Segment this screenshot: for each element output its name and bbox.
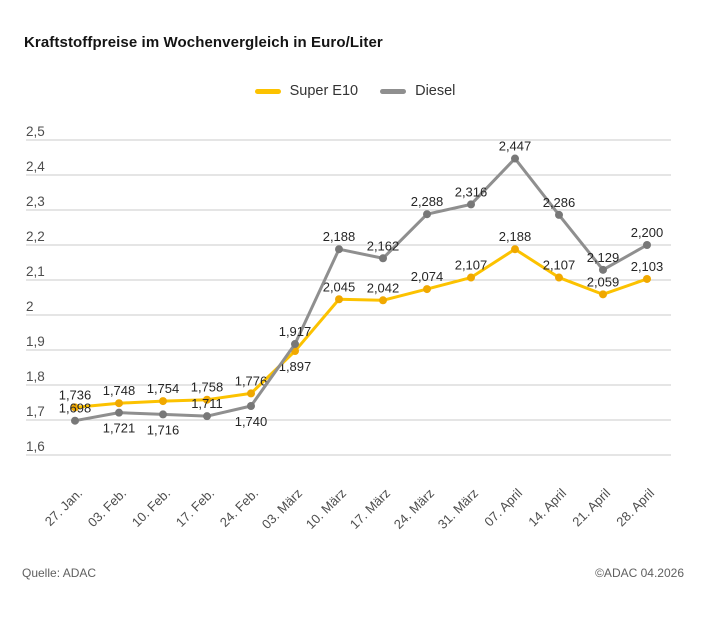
- diesel-point: [247, 402, 255, 410]
- x-axis-label: 17. März: [347, 486, 393, 532]
- legend-label-diesel: Diesel: [415, 83, 456, 99]
- super-e10-point: [335, 295, 343, 304]
- super-e10-point: [203, 395, 211, 404]
- super-e10-value-label: 2,042: [367, 280, 400, 295]
- x-axis-label: 28. April: [613, 485, 657, 529]
- x-axis-label: 24. März: [391, 486, 437, 532]
- legend: Super E10 Diesel: [0, 83, 710, 99]
- y-axis-tick-label: 2,5: [26, 124, 45, 139]
- x-axis-labels: 27. Jan. 03. Feb. 10. Feb. 17. Feb. 24. Feb.…: [42, 485, 657, 531]
- y-axis-tick-label: 1,7: [26, 404, 45, 419]
- x-axis-label: 17. Feb.: [173, 486, 217, 530]
- diesel-point: [159, 410, 167, 419]
- chart-footer: Quelle: ADAC ©ADAC 04.2026: [22, 566, 684, 580]
- source-note: Quelle: ADAC: [22, 566, 97, 580]
- diesel-point: [599, 265, 607, 274]
- super-e10-point: [115, 399, 123, 408]
- diesel-value-label: 2,200: [631, 225, 664, 240]
- diesel-value-label: 1,721: [103, 421, 136, 436]
- x-axis-label: 27. Jan.: [42, 486, 85, 529]
- x-axis-label: 31. März: [435, 486, 481, 532]
- diesel-value-label: 2,288: [411, 194, 444, 209]
- super-e10-point: [643, 274, 651, 283]
- super-e10-value-label: 1,754: [147, 381, 180, 396]
- diesel-value-label: 1,917: [279, 324, 312, 339]
- diesel-value-label: 1,716: [147, 422, 180, 437]
- diesel-point: [643, 241, 651, 249]
- y-axis-tick-label: 2: [26, 299, 34, 314]
- super-e10-point: [511, 245, 519, 254]
- diesel-point: [291, 340, 299, 349]
- diesel-value-label: 2,188: [323, 229, 356, 244]
- y-axis-tick-label: 2,1: [26, 264, 45, 279]
- super-e10-value-label: 2,074: [411, 269, 444, 284]
- super-e10-point: [599, 290, 607, 299]
- diesel-point: [379, 254, 387, 263]
- x-axis-label: 21. April: [569, 485, 613, 529]
- y-axis-tick-label: 1,9: [26, 334, 45, 349]
- copyright-note: ©ADAC 04.2026: [595, 566, 684, 580]
- super-e10-value-label: 2,045: [323, 279, 356, 294]
- diesel-point: [203, 412, 211, 421]
- x-axis-label: 24. Feb.: [217, 486, 261, 530]
- diesel-value-label: 2,316: [455, 184, 488, 199]
- x-axis-label: 03. Feb.: [85, 486, 129, 530]
- super-e10-point: [71, 403, 79, 412]
- super-e10-value-label: 2,107: [543, 258, 576, 273]
- x-axis-label: 03. März: [259, 486, 305, 532]
- diesel-line: [73, 157, 649, 423]
- x-axis-label: 07. April: [481, 485, 525, 529]
- super-e10-value-label: 1,776: [235, 373, 268, 388]
- super-e10-point: [379, 296, 387, 305]
- x-axis-label: 14. April: [525, 485, 569, 529]
- super-e10-value-label: 2,103: [631, 259, 664, 274]
- chart-title: Kraftstoffpreise im Wochenvergleich in E…: [24, 34, 383, 51]
- diesel-value-label: 1,698: [59, 401, 92, 416]
- super-e10-series: 1,736 1,748 1,754 1,758 1,776 1,897 2,045 2,042…: [59, 229, 664, 412]
- x-axis-label: 10. März: [303, 486, 349, 532]
- super-e10-value-label: 1,748: [103, 383, 136, 398]
- y-axis-tick-label: 2,4: [26, 159, 45, 174]
- super-e10-value-label: 1,897: [279, 359, 312, 374]
- x-axis-label: 10. Feb.: [129, 486, 173, 530]
- super-e10-point: [247, 389, 255, 398]
- y-axis-tick-label: 2,3: [26, 194, 45, 209]
- diesel-point: [467, 200, 475, 209]
- diesel-point: [335, 245, 343, 254]
- y-grid: 2,5 2,4 2,3 2,2 2,1 2 1,9 1,8 1,7 1,6: [26, 124, 671, 456]
- y-axis-tick-label: 2,2: [26, 229, 45, 244]
- diesel-series: 1,698 1,721 1,716 1,711 1,740 1,917 2,188 2,162…: [59, 139, 664, 438]
- diesel-point: [71, 416, 79, 425]
- super-e10-point: [159, 397, 167, 406]
- y-axis-tick-label: 1,6: [26, 439, 45, 454]
- super-e10-value-label: 2,188: [499, 229, 532, 244]
- super-e10-value-label: 2,107: [455, 258, 488, 273]
- diesel-value-label: 1,711: [191, 396, 223, 411]
- legend-swatch-diesel: [380, 88, 407, 94]
- legend-swatch-super-e10: [254, 88, 281, 94]
- diesel-value-label: 2,162: [367, 238, 400, 253]
- diesel-value-label: 2,286: [543, 195, 576, 210]
- diesel-value-label: 1,740: [235, 414, 268, 429]
- super-e10-point: [467, 273, 475, 282]
- diesel-value-label: 2,129: [587, 250, 620, 265]
- super-e10-value-label: 1,736: [59, 387, 92, 402]
- legend-item-super-e10: Super E10: [254, 83, 359, 99]
- diesel-point: [555, 210, 563, 219]
- diesel-point: [115, 408, 123, 417]
- diesel-point: [511, 154, 519, 163]
- legend-item-diesel: Diesel: [380, 83, 455, 99]
- diesel-point: [423, 210, 431, 219]
- diesel-value-label: 2,447: [499, 139, 532, 154]
- legend-label-super-e10: Super E10: [289, 83, 359, 99]
- super-e10-point: [423, 285, 431, 294]
- super-e10-line: [73, 247, 649, 409]
- super-e10-value-label: 2,059: [587, 274, 620, 289]
- y-axis-tick-label: 1,8: [26, 369, 45, 384]
- super-e10-value-label: 1,758: [191, 380, 224, 395]
- super-e10-point: [555, 273, 563, 282]
